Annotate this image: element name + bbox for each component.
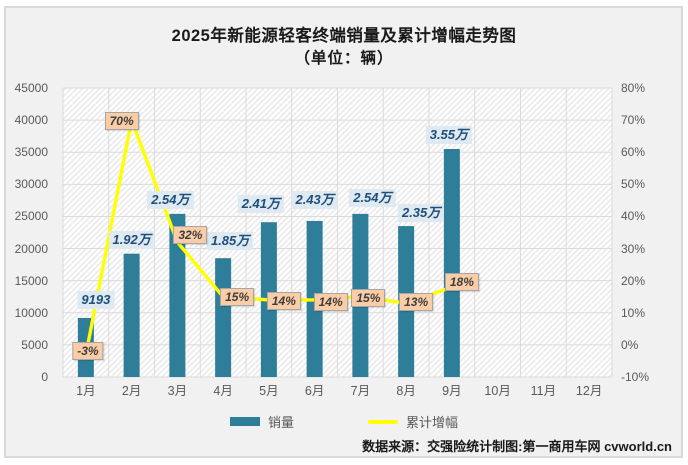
right-axis-tick: 70% [621, 113, 646, 128]
sales-bar [443, 149, 460, 377]
x-axis-label: 12月 [575, 384, 603, 398]
left-axis-tick: 5000 [21, 337, 48, 352]
x-axis-label: 2月 [121, 384, 142, 398]
sales-bar [169, 213, 186, 377]
right-axis-tick: -10% [621, 370, 650, 384]
x-axis-label: 6月 [304, 384, 325, 398]
sales-bar-swatch-icon [229, 417, 260, 426]
left-axis-tick: 40000 [14, 113, 48, 128]
left-axis-tick: 30000 [14, 177, 48, 192]
x-axis-label: 7月 [350, 384, 371, 398]
left-axis-tick: 45000 [14, 81, 48, 95]
x-axis-label: 4月 [213, 384, 233, 398]
right-axis-tick: 10% [621, 305, 646, 320]
legend-item-growth: 累计增幅 [368, 412, 458, 431]
legend-item-sales: 销量 [229, 412, 294, 431]
x-axis-label: 10月 [484, 384, 511, 398]
x-axis-label: 5月 [259, 384, 279, 398]
x-axis-label: 11月 [530, 384, 557, 398]
right-axis-tick: 20% [621, 273, 646, 288]
x-axis-label: 9月 [442, 384, 462, 398]
legend-label-sales: 销量 [267, 415, 294, 430]
sales-bar [215, 258, 232, 377]
x-axis-label: 1月 [76, 384, 96, 398]
legend: 销量 累计增幅 [0, 412, 688, 431]
right-axis-tick: 60% [621, 145, 646, 160]
right-axis-tick: 0% [621, 337, 639, 352]
left-axis-tick: 25000 [14, 209, 48, 224]
x-axis-label: 8月 [396, 384, 416, 398]
chart-subtitle: （单位：辆） [294, 50, 394, 67]
left-axis-tick: 35000 [14, 145, 48, 160]
legend-label-growth: 累计增幅 [406, 415, 459, 430]
right-axis-tick: 80% [621, 81, 646, 95]
source-credit: 数据来源：交强险统计制图:第一商用车网 cvworld.cn [362, 439, 672, 454]
sales-bar [123, 253, 140, 377]
x-axis-label: 3月 [167, 384, 188, 398]
left-axis-tick: 20000 [14, 241, 48, 256]
left-axis-tick: 0 [41, 370, 48, 384]
right-axis-tick: 30% [621, 241, 646, 256]
right-axis-tick: 50% [621, 177, 646, 192]
growth-line-swatch-icon [368, 419, 398, 424]
left-axis-tick: 10000 [14, 305, 48, 320]
chart-title: 2025年新能源轻客终端销量及累计增幅走势图 [171, 27, 517, 45]
left-axis-tick: 15000 [14, 273, 48, 288]
right-axis-tick: 40% [621, 209, 646, 224]
